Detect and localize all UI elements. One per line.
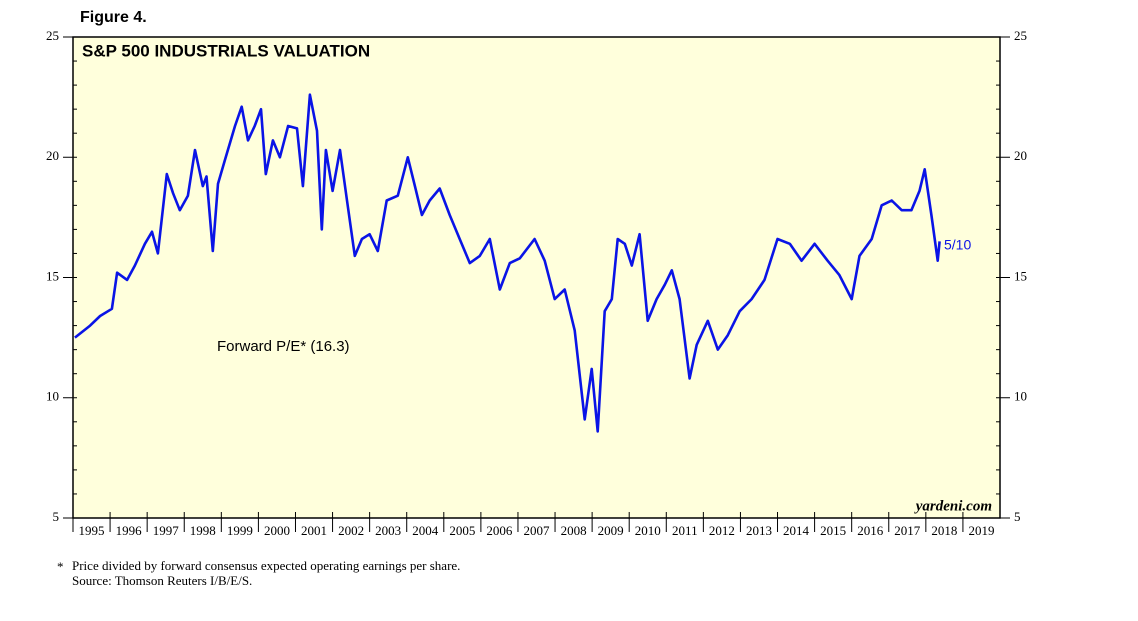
y-tick-label: 15	[46, 268, 59, 283]
y-tick-label: 25	[46, 28, 59, 43]
series-label: Forward P/E* (16.3)	[217, 338, 350, 355]
y2-tick-label: 5	[1014, 509, 1021, 524]
x-tick-label: 2000	[264, 523, 290, 538]
x-tick-label: 2017	[894, 523, 921, 538]
x-tick-label: 2010	[635, 523, 661, 538]
x-tick-label: 2015	[820, 523, 846, 538]
source: Source: Thomson Reuters I/B/E/S.	[72, 573, 252, 588]
figure-label: Figure 4.	[80, 9, 147, 26]
end-label: 5/10	[944, 237, 971, 253]
x-tick-label: 2011	[672, 523, 698, 538]
y2-tick-label: 25	[1014, 28, 1027, 43]
x-tick-label: 2012	[709, 523, 735, 538]
chart-title: S&P 500 INDUSTRIALS VALUATION	[82, 41, 370, 60]
x-tick-label: 2018	[931, 523, 957, 538]
footnote-marker: *	[57, 559, 64, 574]
x-tick-label: 1999	[227, 523, 253, 538]
x-tick-label: 1996	[116, 523, 143, 538]
x-tick-label: 2006	[486, 523, 513, 538]
y2-tick-label: 10	[1014, 389, 1027, 404]
x-tick-label: 1995	[79, 523, 105, 538]
x-tick-label: 2001	[301, 523, 327, 538]
x-tick-label: 1997	[153, 523, 180, 538]
y-tick-label: 5	[53, 509, 60, 524]
x-tick-label: 2013	[746, 523, 772, 538]
x-tick-label: 2009	[598, 523, 624, 538]
plot-area	[72, 36, 1001, 519]
footnote: Price divided by forward consensus expec…	[72, 558, 460, 573]
x-tick-label: 2019	[968, 523, 994, 538]
x-tick-label: 2014	[783, 523, 810, 538]
x-tick-label: 2002	[338, 523, 364, 538]
x-tick-label: 2005	[449, 523, 475, 538]
data-line	[74, 93, 941, 433]
x-tick-label: 1998	[190, 523, 216, 538]
y-tick-label: 20	[46, 148, 59, 163]
x-tick-label: 2004	[412, 523, 439, 538]
x-tick-label: 2008	[561, 523, 587, 538]
x-tick-label: 2016	[857, 523, 884, 538]
watermark: yardeni.com	[914, 498, 992, 514]
y2-tick-label: 20	[1014, 148, 1027, 163]
y-tick-label: 10	[46, 389, 59, 404]
x-tick-label: 2007	[524, 523, 551, 538]
x-tick-label: 2003	[375, 523, 401, 538]
y2-tick-label: 15	[1014, 268, 1027, 283]
